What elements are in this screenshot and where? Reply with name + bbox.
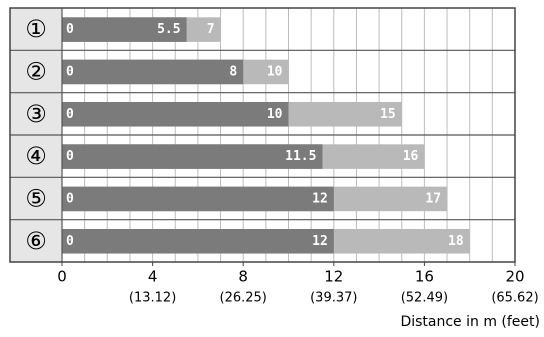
value-label: 8 [229,64,237,79]
row-label: ④ [25,142,47,170]
value-label: 18 [448,234,464,249]
start-label: 0 [66,22,74,37]
bar [62,144,323,169]
x-tick-label: 4 [148,268,158,286]
bar [62,228,334,254]
start-label: 0 [66,191,74,206]
x-tick-sublabel: (52.49) [401,291,448,306]
value-label: 12 [312,191,328,206]
value-label: 10 [267,107,283,122]
bar [62,186,334,212]
value-label: 16 [403,149,419,164]
x-tick-sublabel: (65.62) [491,291,538,306]
value-label: 10 [267,64,283,79]
x-tick-label: 8 [238,268,248,286]
value-label: 17 [425,191,441,206]
frame [9,7,516,263]
x-tick-label: 20 [505,268,524,286]
x-tick-label: 0 [57,268,67,286]
x-tick-sublabel: (13.12) [129,291,176,306]
row-label: ⑥ [25,227,47,255]
bar [62,101,289,127]
x-tick-sublabel: (39.37) [310,291,357,306]
x-axis-label: Distance in m (feet) [400,314,540,330]
value-label: 11.5 [285,149,316,164]
row-label: ③ [25,100,47,128]
x-tick-label: 16 [415,268,434,286]
bar [62,17,187,42]
value-label: 5.5 [157,22,180,37]
x-tick-sublabel: (26.25) [220,291,267,306]
value-label: 7 [207,22,215,37]
start-label: 0 [66,64,74,79]
row-label: ② [25,58,47,86]
value-label: 12 [312,234,328,249]
value-label: 15 [380,107,396,122]
row-label: ① [25,15,47,43]
row-label: ⑤ [25,185,47,213]
bar [62,59,244,85]
start-label: 0 [66,107,74,122]
start-label: 0 [66,234,74,249]
x-tick-label: 12 [324,268,343,286]
start-label: 0 [66,149,74,164]
